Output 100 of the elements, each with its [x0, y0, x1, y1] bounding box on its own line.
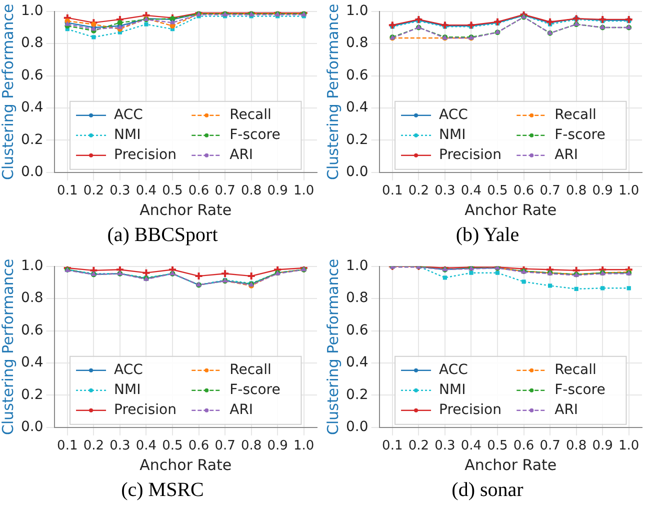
legend-label: NMI — [114, 127, 141, 144]
y-tick-label: 0.6 — [21, 322, 44, 338]
legend-label: Precision — [114, 147, 176, 164]
x-tick-label: 0.2 — [83, 438, 104, 454]
x-tick-label: 0.9 — [592, 184, 613, 199]
x-tick-label: 0.4 — [460, 438, 482, 454]
x-tick-label: 0.3 — [110, 184, 130, 199]
x-axis-title: Anchor Rate — [464, 456, 557, 474]
x-tick-label: 0.5 — [162, 438, 183, 454]
legend-label: ACC — [439, 107, 468, 124]
y-tick-label: 0.2 — [346, 132, 368, 148]
y-tick-label: 0.4 — [346, 100, 368, 116]
legend-label: Recall — [554, 107, 596, 124]
x-tick-label: 0.8 — [566, 184, 587, 199]
x-tick-label: 1.0 — [618, 438, 640, 454]
legend-label: NMI — [439, 382, 466, 398]
y-tick-label: 1.0 — [346, 258, 368, 274]
legend-label: ACC — [114, 362, 144, 378]
y-tick-label: 0.8 — [21, 35, 44, 52]
y-tick-label: 0.2 — [21, 132, 44, 148]
legend-label: F-score — [230, 382, 280, 398]
y-tick-label: 0.8 — [346, 35, 368, 52]
legend-label: NMI — [114, 382, 141, 398]
x-tick-label: 0.8 — [240, 184, 262, 199]
x-tick-label: 0.6 — [513, 184, 534, 199]
legend-label: F-score — [554, 127, 606, 144]
legend-label: ARI — [230, 147, 254, 164]
legend-label: ACC — [114, 107, 144, 124]
y-tick-label: 0.6 — [21, 67, 44, 84]
x-tick-label: 0.4 — [136, 184, 157, 199]
legend-label: ARI — [230, 402, 254, 418]
legend-label: ARI — [554, 402, 578, 418]
x-tick-label: 0.7 — [540, 438, 560, 454]
x-tick-label: 1.0 — [294, 184, 314, 199]
y-tick-label: 0.4 — [346, 354, 368, 371]
x-tick-label: 1.0 — [618, 184, 640, 199]
x-tick-label: 0.7 — [214, 184, 236, 199]
x-tick-label: 0.8 — [566, 438, 587, 454]
legend-label: F-score — [230, 127, 280, 144]
x-tick-label: 0.9 — [267, 438, 288, 454]
x-tick-label: 0.3 — [110, 438, 130, 454]
text: (c) MSRC — [120, 478, 205, 503]
legend-label: Precision — [439, 402, 502, 418]
y-axis-title: Clustering Performance — [0, 258, 17, 436]
x-tick-label: 0.3 — [434, 184, 456, 199]
y-tick-label: 0.2 — [21, 386, 44, 403]
legend-label: ACC — [439, 362, 468, 378]
x-tick-label: 0.1 — [57, 184, 78, 199]
x-tick-label: 0.2 — [408, 438, 430, 454]
legend-label: Recall — [554, 362, 596, 378]
x-axis-title: Anchor Rate — [140, 200, 232, 219]
y-axis-title: Clustering Performance — [324, 4, 342, 180]
y-axis-title: Clustering Performance — [0, 4, 17, 180]
x-tick-label: 0.5 — [487, 438, 508, 454]
x-tick-label: 0.1 — [57, 438, 78, 454]
legend-label: F-score — [554, 382, 606, 398]
y-tick-label: 0.2 — [346, 386, 368, 403]
x-axis-title: Anchor Rate — [140, 456, 232, 474]
y-tick-label: 0.4 — [21, 354, 44, 371]
y-tick-label: 0.0 — [21, 419, 44, 436]
y-tick-label: 0.0 — [346, 419, 368, 436]
legend-label: Recall — [230, 362, 272, 378]
x-tick-label: 0.2 — [408, 184, 430, 199]
text: (d) sonar — [450, 478, 524, 503]
x-tick-label: 0.9 — [592, 438, 613, 454]
text: (a) BBCSport — [106, 223, 219, 248]
x-tick-label: 0.6 — [188, 438, 210, 454]
x-tick-label: 0.6 — [513, 438, 534, 454]
y-tick-label: 0.0 — [21, 164, 44, 180]
y-tick-label: 0.8 — [346, 290, 368, 306]
x-tick-label: 0.1 — [382, 438, 403, 454]
y-tick-label: 0.6 — [346, 322, 368, 338]
legend-label: Precision — [439, 147, 502, 164]
x-tick-label: 0.9 — [267, 184, 288, 199]
x-tick-label: 0.5 — [487, 184, 508, 199]
y-tick-label: 0.0 — [346, 164, 368, 180]
x-tick-label: 0.7 — [214, 438, 236, 454]
text: (b) Yale — [454, 223, 520, 248]
y-tick-label: 1.0 — [21, 258, 44, 274]
x-tick-label: 0.2 — [83, 184, 104, 199]
x-tick-label: 0.8 — [240, 438, 262, 454]
x-tick-label: 1.0 — [294, 438, 314, 454]
x-tick-label: 0.3 — [434, 438, 456, 454]
y-tick-label: 0.8 — [21, 290, 44, 306]
y-tick-label: 1.0 — [21, 3, 44, 20]
legend-label: Recall — [230, 107, 272, 124]
legend-label: ARI — [554, 147, 578, 164]
x-tick-label: 0.4 — [460, 184, 482, 199]
x-tick-label: 0.1 — [382, 184, 403, 199]
x-axis-title: Anchor Rate — [464, 200, 557, 219]
y-tick-label: 1.0 — [346, 3, 368, 20]
x-tick-label: 0.4 — [136, 438, 157, 454]
legend-label: NMI — [439, 127, 466, 144]
x-tick-label: 0.6 — [188, 184, 210, 199]
x-tick-label: 0.7 — [540, 184, 560, 199]
y-axis-title: Clustering Performance — [324, 258, 342, 436]
y-tick-label: 0.6 — [346, 67, 368, 84]
legend-label: Precision — [114, 402, 176, 418]
x-tick-label: 0.5 — [162, 184, 183, 199]
y-tick-label: 0.4 — [21, 100, 44, 116]
